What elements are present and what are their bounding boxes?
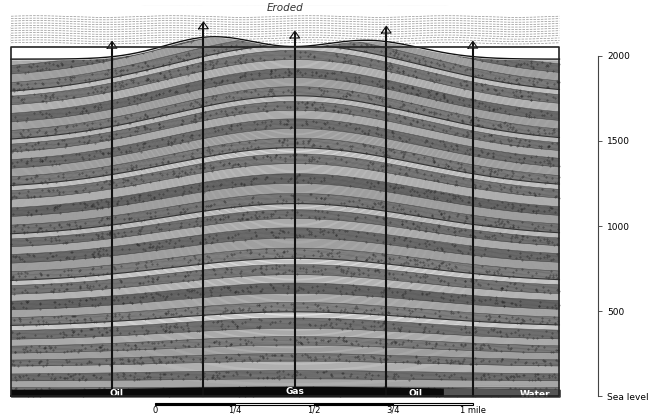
Polygon shape (11, 228, 560, 263)
Polygon shape (11, 0, 560, 57)
Polygon shape (11, 0, 560, 48)
Polygon shape (11, 238, 560, 272)
Polygon shape (11, 248, 560, 280)
Text: 3/4: 3/4 (387, 406, 400, 415)
Polygon shape (11, 96, 560, 144)
Polygon shape (11, 0, 560, 41)
Polygon shape (11, 0, 560, 35)
Polygon shape (11, 87, 560, 139)
Polygon shape (11, 312, 560, 331)
Polygon shape (11, 138, 560, 186)
Polygon shape (11, 148, 560, 191)
Polygon shape (11, 193, 560, 234)
Polygon shape (11, 379, 560, 388)
Polygon shape (11, 78, 560, 131)
Polygon shape (11, 110, 560, 160)
Polygon shape (11, 345, 560, 360)
Polygon shape (11, 337, 560, 353)
Text: 0: 0 (153, 406, 158, 415)
Polygon shape (11, 370, 560, 381)
Polygon shape (11, 45, 560, 96)
Text: Eroded: Eroded (267, 3, 304, 13)
Polygon shape (11, 354, 560, 366)
Polygon shape (11, 318, 560, 339)
Polygon shape (11, 163, 560, 208)
Polygon shape (11, 203, 560, 239)
Text: Gas: Gas (285, 387, 304, 396)
Polygon shape (11, 154, 560, 199)
Text: Water: Water (520, 390, 551, 399)
Text: Oil: Oil (408, 389, 422, 398)
Text: 1/4: 1/4 (228, 406, 241, 415)
Polygon shape (11, 101, 560, 152)
Text: 1/2: 1/2 (307, 406, 321, 415)
Polygon shape (11, 302, 560, 325)
Text: 1 mile: 1 mile (460, 406, 486, 415)
Bar (155, 403, 235, 405)
Polygon shape (11, 283, 560, 310)
Polygon shape (11, 128, 560, 177)
Bar (393, 403, 473, 405)
Bar (314, 403, 393, 405)
Polygon shape (11, 210, 560, 247)
Text: Oil: Oil (110, 389, 124, 398)
Polygon shape (11, 387, 560, 397)
Polygon shape (11, 60, 560, 113)
Polygon shape (11, 8, 560, 65)
Polygon shape (11, 275, 560, 301)
Polygon shape (11, 219, 560, 254)
Polygon shape (11, 293, 560, 318)
Polygon shape (11, 27, 560, 83)
Bar (235, 403, 314, 405)
Polygon shape (11, 264, 560, 294)
Polygon shape (11, 328, 560, 346)
Polygon shape (11, 50, 560, 105)
Polygon shape (11, 68, 560, 122)
Polygon shape (11, 258, 560, 286)
Polygon shape (11, 361, 560, 374)
Polygon shape (11, 183, 560, 225)
Polygon shape (11, 18, 560, 74)
Polygon shape (11, 119, 560, 168)
Polygon shape (11, 36, 560, 91)
Polygon shape (11, 173, 560, 216)
